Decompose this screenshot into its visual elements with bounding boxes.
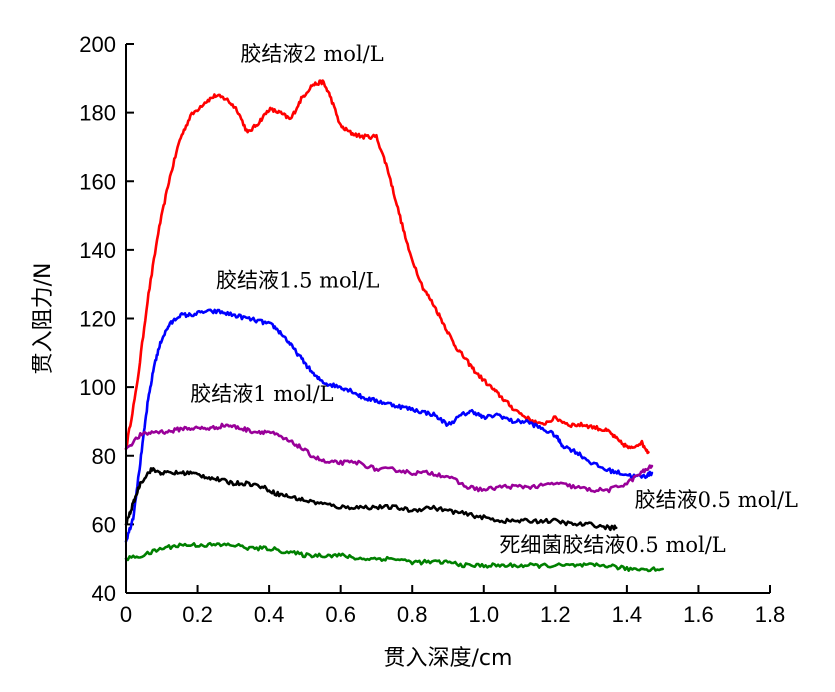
series-line-3	[124, 467, 618, 532]
y-tick-label: 100	[79, 375, 116, 400]
x-tick-label: 1.2	[540, 602, 571, 627]
series-labels: 胶结液2 mol/L 胶结液1.5 mol/L 胶结液1 mol/L 胶结液0.5 m…	[190, 42, 798, 557]
series-lines	[124, 79, 664, 573]
series-label-0: 胶结液2 mol/L	[240, 42, 383, 66]
x-tick-label: 0	[120, 602, 132, 627]
y-tick-label: 140	[79, 238, 116, 263]
y-axis-title: 贯入阻力/N	[31, 263, 56, 375]
x-tick-label: 1.0	[468, 602, 499, 627]
series-label-3: 胶结液0.5 mol/L	[635, 488, 798, 512]
series-label-1: 胶结液1.5 mol/L	[216, 269, 379, 293]
y-tick-label: 40	[92, 581, 116, 606]
x-tick-label: 1.8	[755, 602, 786, 627]
axis-ticks: 0 0.2 0.4 0.6 0.8 1.0 1.2 1.4 1.6 1.8 40 60 80 100 120…	[79, 32, 785, 627]
y-tick-label: 60	[92, 512, 116, 537]
y-tick-label: 200	[79, 32, 116, 57]
x-axis-title: 贯入深度/cm	[384, 646, 513, 671]
series-label-4: 死细菌胶结液0.5 mol/L	[499, 533, 725, 557]
x-tick-label: 1.4	[612, 602, 643, 627]
x-tick-label: 0.8	[397, 602, 428, 627]
series-line-1	[124, 308, 654, 543]
series-label-2: 胶结液1 mol/L	[190, 382, 333, 406]
y-tick-label: 120	[79, 307, 116, 332]
x-tick-label: 1.6	[683, 602, 714, 627]
x-tick-label: 0.4	[254, 602, 285, 627]
x-tick-label: 0.6	[325, 602, 356, 627]
y-tick-label: 80	[92, 444, 116, 469]
series-line-2	[124, 422, 654, 494]
series-line-4	[124, 541, 664, 573]
series-line-0	[124, 79, 650, 455]
x-tick-label: 0.2	[182, 602, 213, 627]
y-tick-label: 180	[79, 101, 116, 126]
y-tick-label: 160	[79, 169, 116, 194]
